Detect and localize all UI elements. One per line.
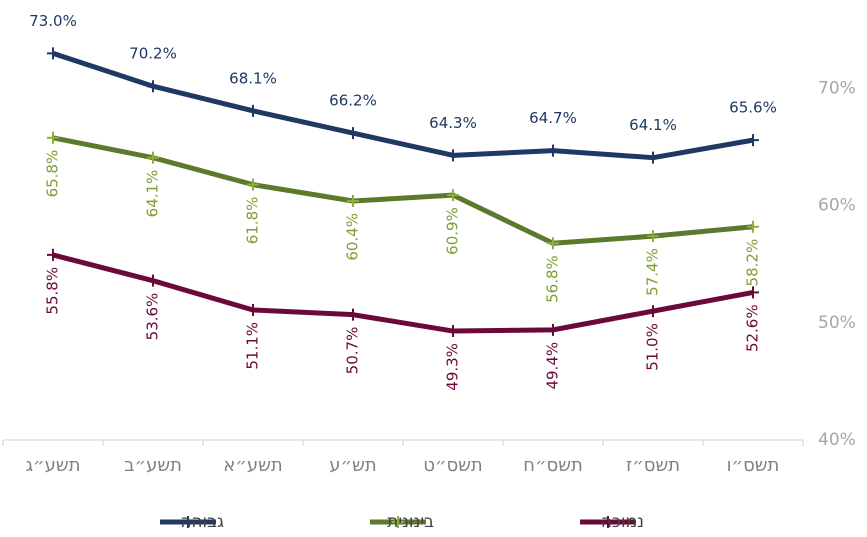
- data-label: 55.8%: [44, 267, 62, 315]
- x-tick-label: תשע״ג: [26, 455, 81, 476]
- point-marker: [147, 274, 159, 287]
- x-tick-label: תשס״ז: [626, 455, 680, 476]
- y-tick-label: 60%: [818, 196, 856, 216]
- legend-label: גבוהה: [180, 512, 224, 532]
- x-tick-label: תשע״א: [223, 455, 282, 476]
- y-tick-label: 50%: [818, 313, 856, 333]
- point-marker: [347, 127, 359, 140]
- data-label: 65.6%: [729, 99, 777, 117]
- point-marker: [747, 286, 759, 299]
- data-label: 68.1%: [229, 69, 277, 87]
- point-marker: [647, 305, 659, 318]
- x-tick-label: תש״ע: [329, 455, 376, 476]
- point-marker: [547, 144, 559, 157]
- data-label: 52.6%: [744, 304, 762, 352]
- point-marker: [247, 104, 259, 117]
- data-label: 60.4%: [344, 213, 362, 261]
- point-marker: [447, 189, 459, 202]
- data-label: 60.9%: [444, 207, 462, 255]
- point-marker: [247, 303, 259, 316]
- data-label: 51.1%: [244, 322, 262, 370]
- point-marker: [747, 220, 759, 233]
- point-marker: [547, 237, 559, 250]
- data-label: 51.0%: [644, 323, 662, 371]
- series-line: [52, 51, 754, 161]
- point-marker: [147, 151, 159, 164]
- point-marker: [647, 151, 659, 164]
- point-marker: [547, 323, 559, 336]
- y-tick-label: 70%: [818, 79, 856, 99]
- legend-marker: [602, 516, 614, 528]
- x-tick-label: תשע״ב: [124, 455, 182, 476]
- legend-marker: [182, 516, 194, 528]
- data-label: 66.2%: [329, 92, 377, 110]
- point-marker: [747, 134, 759, 147]
- data-label: 70.2%: [129, 45, 177, 63]
- point-marker: [347, 195, 359, 208]
- data-label: 61.8%: [244, 197, 262, 245]
- point-marker: [447, 149, 459, 162]
- point-marker: [647, 230, 659, 243]
- data-label: 65.8%: [44, 150, 62, 198]
- data-label: 56.8%: [544, 255, 562, 303]
- data-label: 50.7%: [344, 327, 362, 375]
- legend-label: בינונית: [387, 512, 434, 532]
- y-tick-label: 40%: [818, 430, 856, 450]
- legend-label: נמוכה: [601, 512, 644, 532]
- point-marker: [247, 178, 259, 191]
- data-label: 64.7%: [529, 109, 577, 127]
- data-label: 64.1%: [629, 116, 677, 134]
- data-label: 73.0%: [29, 12, 77, 30]
- x-tick-label: תשס״ו: [727, 455, 780, 476]
- data-label: 58.2%: [744, 239, 762, 287]
- data-label: 49.4%: [544, 342, 562, 390]
- point-marker: [347, 308, 359, 321]
- data-label: 53.6%: [144, 293, 162, 341]
- point-marker: [47, 248, 59, 261]
- point-marker: [47, 131, 59, 144]
- data-label: 49.3%: [444, 343, 462, 391]
- x-tick-label: תשס״ט: [423, 455, 483, 476]
- data-label: 64.3%: [429, 114, 477, 132]
- point-marker: [447, 325, 459, 338]
- point-marker: [47, 47, 59, 60]
- data-label: 57.4%: [644, 248, 662, 296]
- x-tick-label: תשס״ח: [523, 455, 583, 476]
- series-line: [52, 135, 754, 246]
- data-label: 64.1%: [144, 170, 162, 218]
- series-line: [52, 252, 754, 334]
- legend-marker: [392, 516, 404, 528]
- point-marker: [147, 80, 159, 93]
